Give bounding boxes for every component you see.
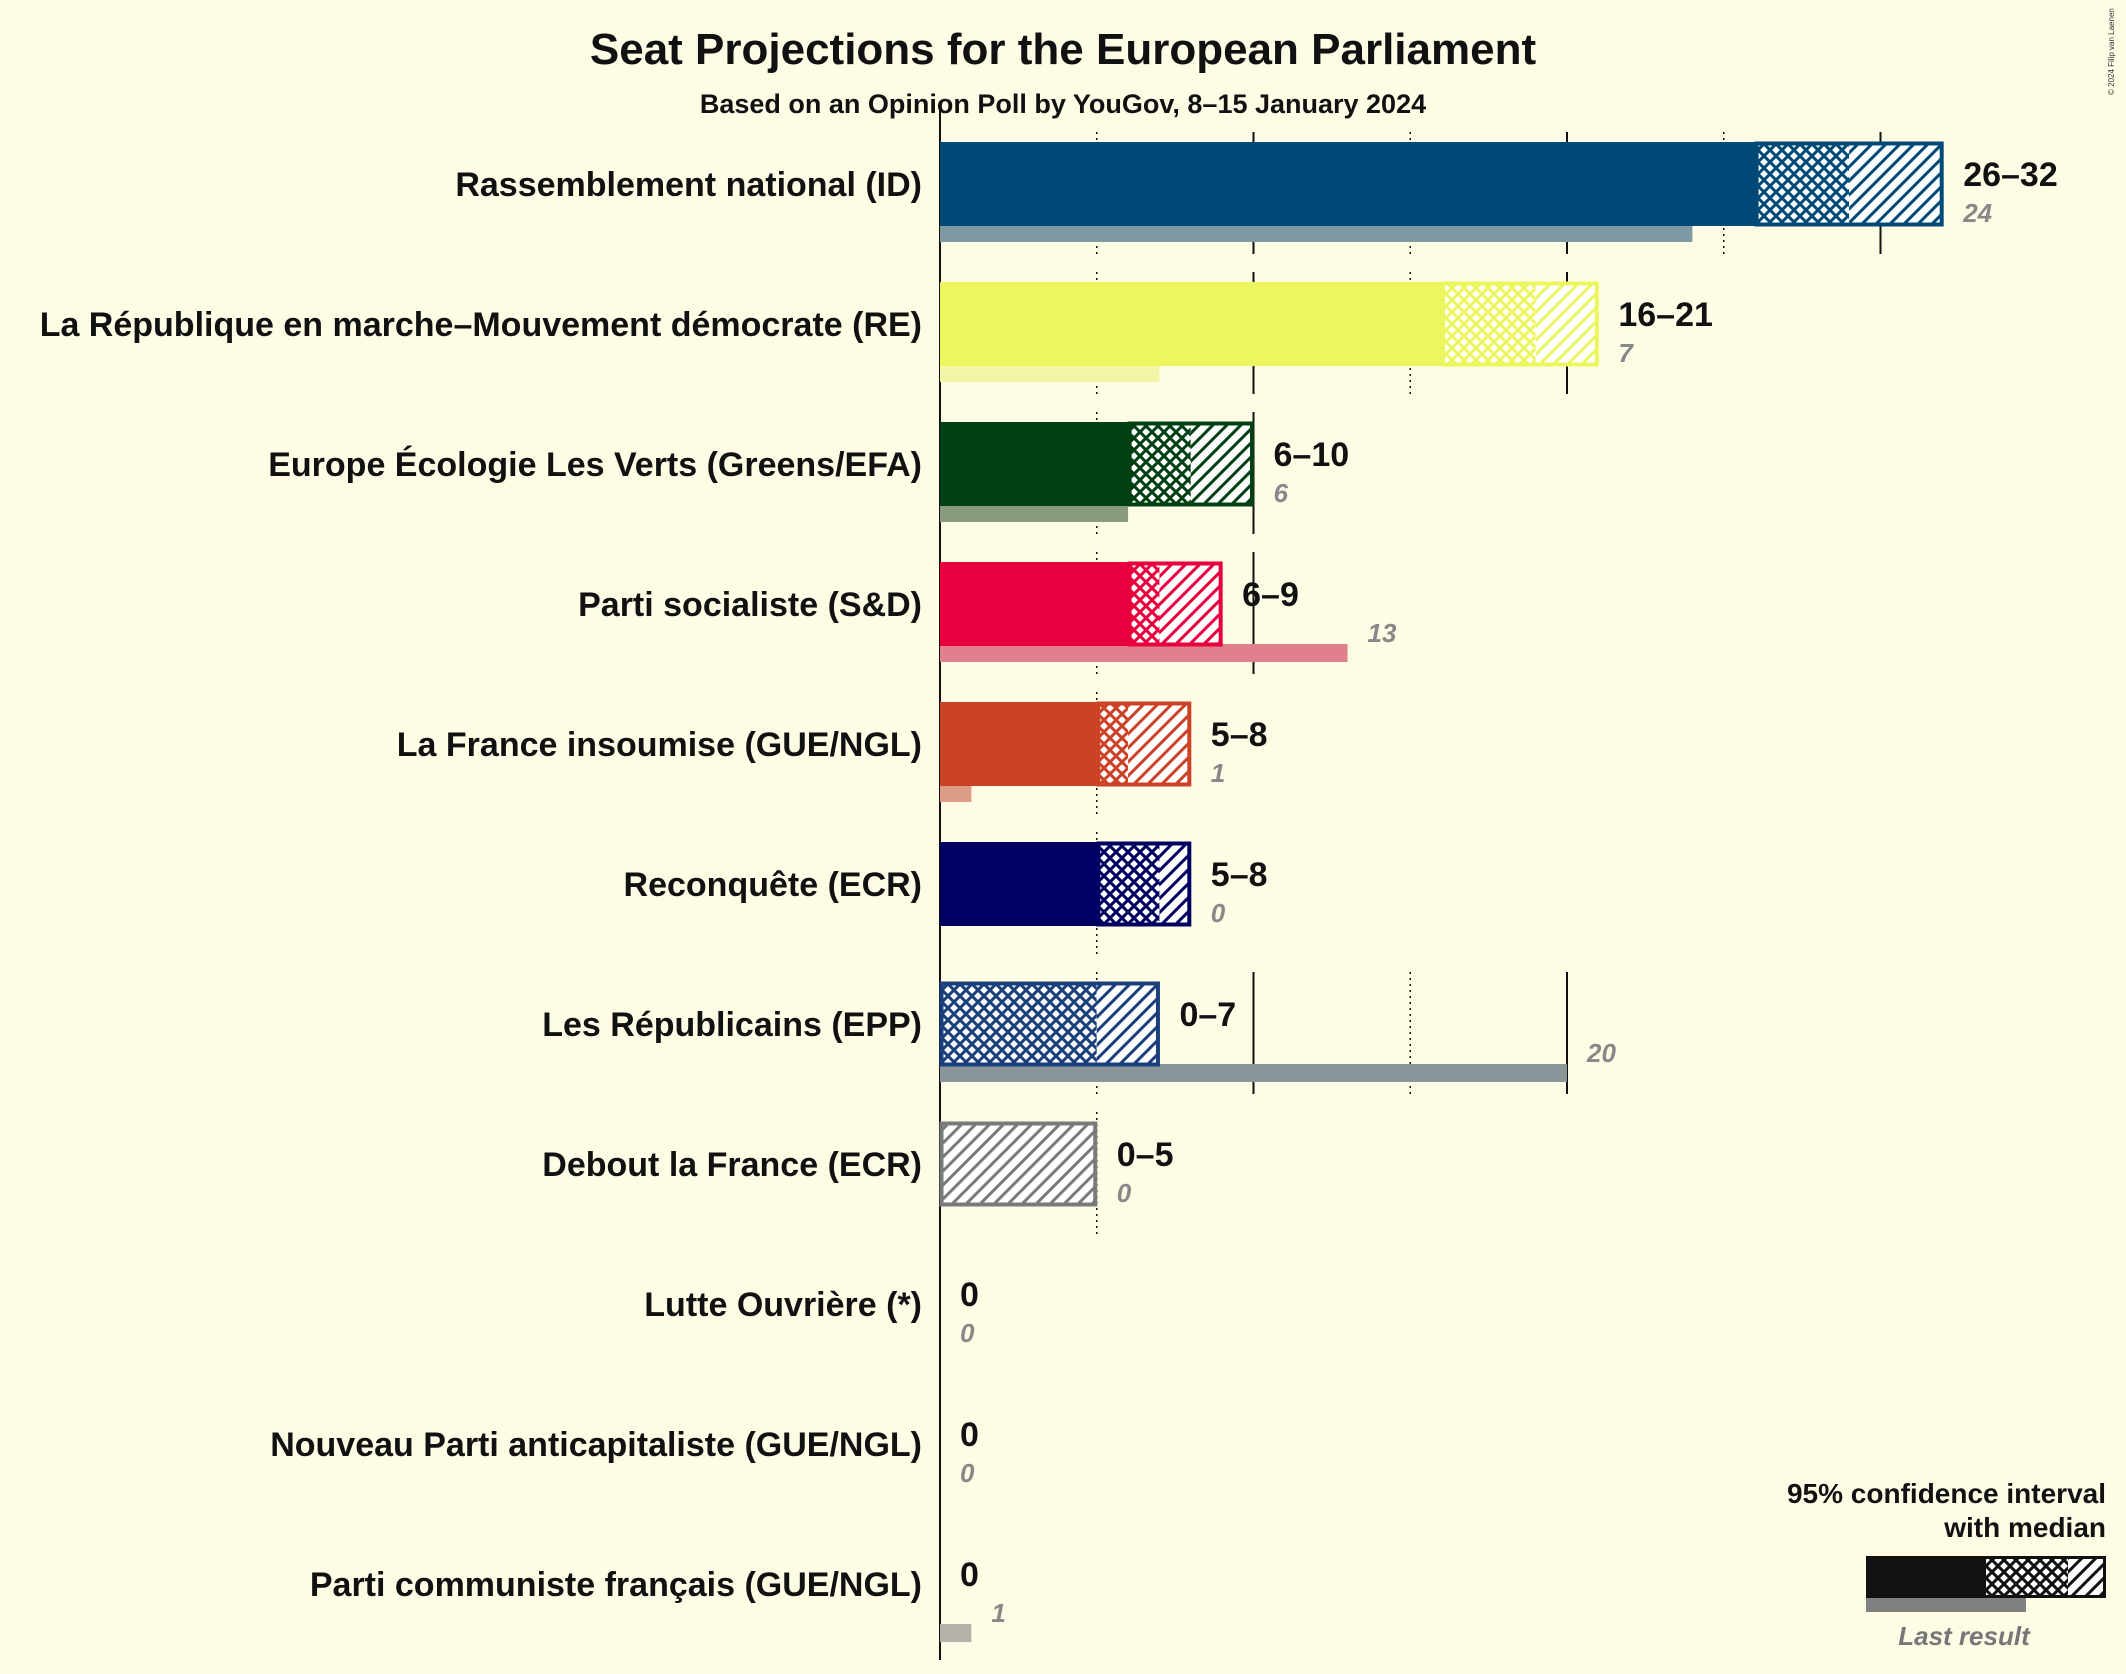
range-label-4: 5–8	[1211, 716, 1268, 754]
last-result-bar-1	[940, 364, 1160, 382]
range-label-0: 26–32	[1963, 156, 2058, 194]
party-label-3: Parti socialiste (S&D)	[578, 586, 922, 624]
confidence-interval-outline-0	[1754, 141, 1944, 227]
last-result-label-10: 1	[991, 1598, 1005, 1628]
legend-title-line2: with median	[1943, 1512, 2106, 1543]
range-label-5: 5–8	[1211, 856, 1268, 894]
bars-layer: Rassemblement national (ID) 26–32 24 La Rép…	[40, 141, 2058, 1642]
last-result-label-7: 0	[1117, 1178, 1132, 1208]
upper-interval-bar-3	[1159, 562, 1223, 646]
chart-title: Seat Projections for the European Parlia…	[590, 25, 1537, 74]
party-label-9: Nouveau Parti anticapitaliste (GUE/NGL)	[270, 1426, 922, 1464]
last-result-bar-10	[940, 1624, 972, 1642]
last-result-label-5: 0	[1211, 898, 1226, 928]
median-interval-bar-3	[1128, 562, 1160, 646]
last-result-bar-0	[940, 224, 1693, 242]
legend-solid-swatch	[1866, 1556, 1986, 1598]
range-label-6: 0–7	[1179, 996, 1236, 1034]
last-result-label-8: 0	[960, 1318, 975, 1348]
legend-median-swatch	[1986, 1556, 2068, 1598]
legend-last-result-swatch	[1866, 1596, 2026, 1612]
last-result-label-2: 6	[1274, 478, 1289, 508]
median-interval-bar-4	[1096, 702, 1129, 786]
last-result-label-4: 1	[1211, 758, 1225, 788]
upper-interval-bar-6	[1096, 982, 1160, 1066]
legend-upper-swatch	[2068, 1556, 2106, 1598]
solid-bar-2	[940, 422, 1129, 506]
last-result-bar-6	[940, 1064, 1567, 1082]
range-label-2: 6–10	[1274, 436, 1350, 474]
range-label-1: 16–21	[1618, 296, 1713, 334]
party-label-10: Parti communiste français (GUE/NGL)	[310, 1566, 922, 1604]
confidence-interval-outline-5	[1096, 841, 1192, 927]
range-label-8: 0	[960, 1276, 979, 1314]
confidence-interval-outline-1	[1441, 281, 1599, 367]
confidence-interval-outline-6	[939, 981, 1160, 1067]
upper-interval-bar-1	[1535, 282, 1599, 366]
legend: 95% confidence interval with median Last…	[1787, 1478, 2106, 1651]
upper-interval-bar-0	[1849, 142, 1944, 226]
range-label-10: 0	[960, 1556, 979, 1594]
median-interval-bar-1	[1441, 282, 1536, 366]
last-result-label-9: 0	[960, 1458, 975, 1488]
party-label-2: Europe Écologie Les Verts (Greens/EFA)	[268, 446, 922, 484]
legend-outline	[1866, 1556, 2106, 1598]
last-result-label-6: 20	[1586, 1038, 1616, 1068]
confidence-interval-outline-4	[1096, 701, 1192, 787]
median-interval-bar-0	[1755, 142, 1850, 226]
party-label-4: La France insoumise (GUE/NGL)	[397, 726, 922, 764]
last-result-bar-2	[940, 504, 1129, 522]
party-label-7: Debout la France (ECR)	[542, 1146, 922, 1184]
median-interval-bar-6	[940, 982, 1097, 1066]
solid-bar-3	[940, 562, 1129, 646]
last-result-label-0: 24	[1962, 198, 1992, 228]
last-result-label-1: 7	[1618, 338, 1634, 368]
upper-interval-bar-5	[1159, 842, 1191, 926]
upper-interval-bar-2	[1190, 422, 1254, 506]
legend-last-result-label: Last result	[1898, 1621, 2031, 1651]
last-result-bar-4	[940, 784, 972, 802]
upper-interval-bar-7	[940, 1122, 1097, 1206]
solid-bar-4	[940, 702, 1097, 786]
upper-interval-bar-4	[1128, 702, 1191, 786]
last-result-label-3: 13	[1368, 618, 1397, 648]
confidence-interval-outline-3	[1127, 561, 1223, 647]
chart-subtitle: Based on an Opinion Poll by YouGov, 8–15…	[700, 89, 1426, 119]
last-result-bar-3	[940, 644, 1348, 662]
solid-bar-5	[940, 842, 1097, 926]
legend-title-line1: 95% confidence interval	[1787, 1478, 2106, 1509]
party-label-0: Rassemblement national (ID)	[455, 166, 922, 204]
party-label-6: Les Républicains (EPP)	[542, 1006, 922, 1044]
party-label-5: Reconquête (ECR)	[624, 866, 922, 904]
range-label-7: 0–5	[1117, 1136, 1174, 1174]
median-interval-bar-2	[1128, 422, 1191, 506]
copyright-note: © 2024 Filip van Laenen	[2107, 8, 2116, 95]
confidence-interval-outline-7	[939, 1121, 1098, 1207]
range-label-3: 6–9	[1242, 576, 1299, 614]
median-interval-bar-5	[1096, 842, 1160, 926]
solid-bar-0	[940, 142, 1756, 226]
solid-bar-1	[940, 282, 1442, 366]
party-label-1: La République en marche–Mouvement démocr…	[40, 306, 922, 344]
confidence-interval-outline-2	[1127, 421, 1254, 507]
range-label-9: 0	[960, 1416, 979, 1454]
party-label-8: Lutte Ouvrière (*)	[644, 1286, 922, 1324]
